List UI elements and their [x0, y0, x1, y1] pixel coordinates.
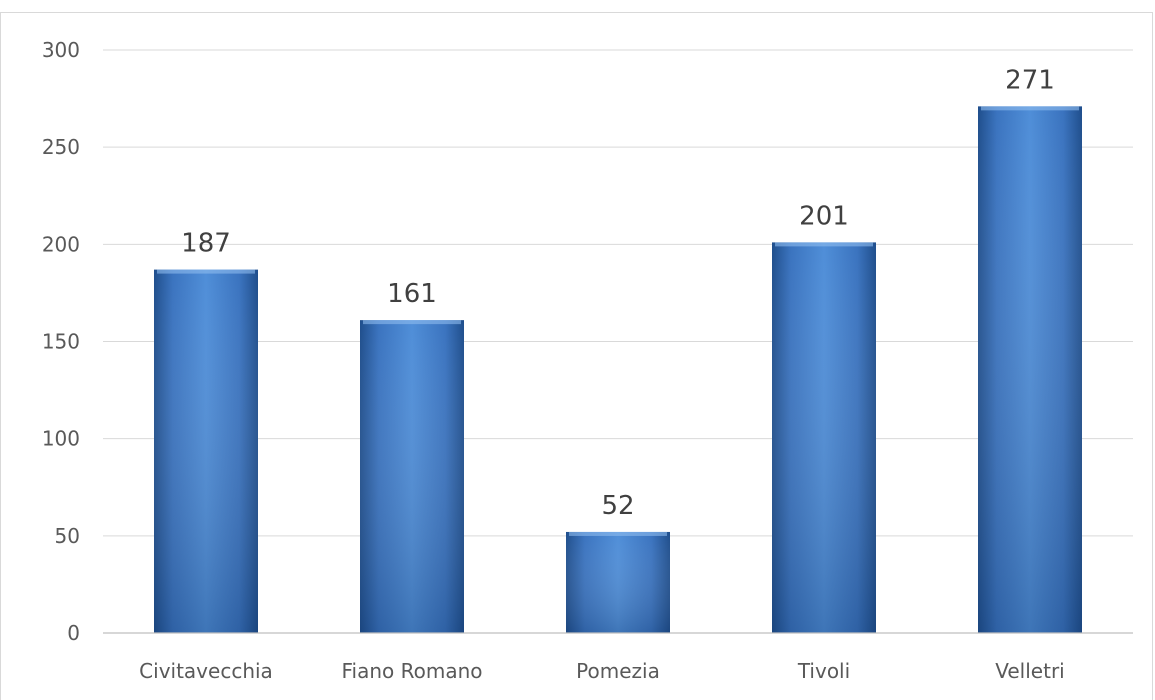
data-label: 201 — [799, 201, 849, 231]
x-category-label: Tivoli — [797, 659, 850, 683]
x-category-label: Velletri — [995, 659, 1064, 683]
bar-shade — [978, 106, 1082, 633]
data-label: 187 — [181, 229, 231, 259]
y-tick-label: 100 — [42, 427, 80, 451]
x-category-label: Fiano Romano — [341, 659, 482, 683]
data-labels: 187 161 52 201 271 — [181, 65, 1055, 521]
data-label: 161 — [387, 279, 437, 309]
x-category-label: Pomezia — [576, 659, 660, 683]
y-tick-label: 300 — [42, 38, 80, 62]
bar-shade — [566, 531, 670, 633]
x-axis-category-labels: Civitavecchia Fiano Romano Pomezia Tivoli Ve… — [139, 659, 1065, 683]
bar-shade — [360, 320, 464, 633]
bar-pomezia — [566, 531, 670, 633]
y-tick-label: 250 — [42, 135, 80, 159]
bars — [154, 106, 1082, 633]
y-tick-label: 50 — [55, 524, 80, 548]
x-category-label: Civitavecchia — [139, 659, 273, 683]
bar-fiano-romano — [360, 320, 464, 633]
bar-highlight — [981, 106, 1079, 111]
bar-civitavecchia — [154, 269, 258, 633]
bar-highlight — [775, 242, 873, 247]
bar-velletri — [978, 106, 1082, 633]
y-tick-label: 0 — [67, 621, 80, 645]
y-axis-tick-labels: 0 50 100 150 200 250 300 — [42, 38, 80, 645]
bar-shade — [154, 269, 258, 633]
y-tick-label: 200 — [42, 232, 80, 256]
data-label: 271 — [1005, 65, 1055, 95]
bar-highlight — [569, 531, 667, 536]
bar-shade — [772, 242, 876, 633]
bar-highlight — [157, 269, 255, 274]
y-tick-label: 150 — [42, 330, 80, 354]
bar-highlight — [363, 320, 461, 325]
bar-tivoli — [772, 242, 876, 633]
data-label: 52 — [601, 491, 634, 521]
